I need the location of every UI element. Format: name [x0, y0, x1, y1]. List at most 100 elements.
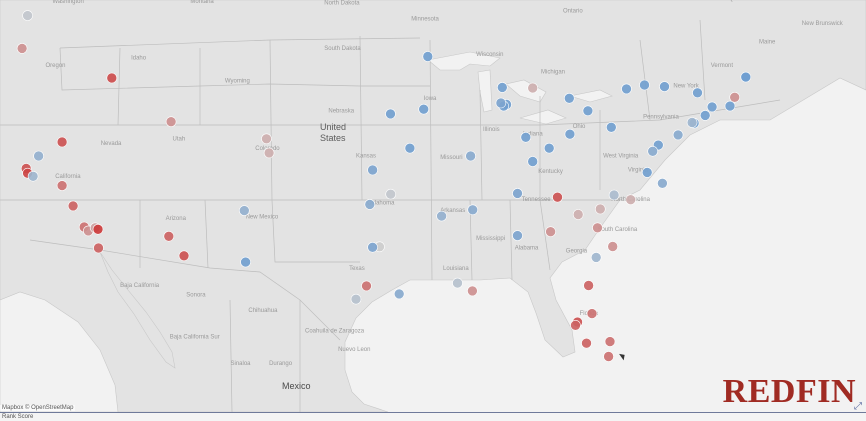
city-marker[interactable]: [56, 136, 68, 148]
city-marker[interactable]: [625, 194, 637, 205]
city-marker[interactable]: [106, 72, 118, 84]
state-label: Wisconsin: [476, 52, 503, 58]
city-marker[interactable]: [22, 10, 33, 21]
city-marker[interactable]: [582, 105, 594, 117]
city-marker[interactable]: [621, 83, 632, 95]
city-marker[interactable]: [33, 150, 44, 162]
city-marker[interactable]: [545, 226, 556, 237]
city-marker[interactable]: [467, 285, 478, 297]
city-marker[interactable]: [93, 242, 104, 254]
city-marker[interactable]: [436, 210, 447, 222]
state-borders: [0, 19, 781, 413]
city-marker[interactable]: [706, 101, 718, 113]
city-marker[interactable]: [603, 351, 614, 362]
city-marker[interactable]: [572, 209, 584, 220]
city-marker[interactable]: [647, 146, 659, 157]
state-label: Nuevo Leon: [338, 347, 370, 353]
city-marker[interactable]: [467, 204, 479, 216]
city-marker[interactable]: [67, 200, 79, 212]
city-marker[interactable]: [607, 241, 619, 252]
expand-icon[interactable]: ⤢: [854, 401, 862, 412]
city-marker[interactable]: [692, 87, 703, 99]
city-marker[interactable]: [418, 103, 430, 115]
city-marker[interactable]: [729, 92, 741, 103]
baja-peninsula: [99, 251, 176, 369]
city-marker[interactable]: [263, 147, 275, 159]
state-label: Iowa: [424, 96, 437, 102]
city-marker[interactable]: [16, 43, 28, 54]
city-marker[interactable]: [495, 97, 507, 109]
city-marker[interactable]: [163, 231, 175, 242]
state-label: Illinois: [483, 127, 500, 133]
city-marker[interactable]: [512, 230, 523, 241]
state-label: Maine: [759, 40, 776, 46]
map-attribution[interactable]: Mapbox © OpenStreetMap: [0, 405, 76, 411]
city-marker[interactable]: [740, 71, 752, 83]
state-label: Minnesota: [411, 16, 439, 22]
state-label: Arizona: [166, 216, 187, 222]
city-marker[interactable]: [239, 205, 250, 216]
city-marker[interactable]: [586, 308, 598, 319]
city-marker[interactable]: [604, 336, 616, 347]
city-marker[interactable]: [496, 82, 508, 93]
city-marker[interactable]: [452, 277, 463, 289]
city-marker[interactable]: [527, 82, 539, 94]
city-marker[interactable]: [608, 189, 620, 201]
city-marker[interactable]: [724, 100, 736, 112]
city-marker[interactable]: [594, 203, 606, 215]
city-marker[interactable]: [512, 188, 523, 199]
state-label: Kansas: [356, 154, 376, 160]
city-marker[interactable]: [261, 133, 272, 145]
city-marker[interactable]: [520, 132, 532, 143]
city-marker[interactable]: [543, 142, 555, 154]
state-label: Missouri: [440, 155, 462, 161]
city-marker[interactable]: [27, 171, 39, 182]
city-marker[interactable]: [367, 242, 378, 253]
city-marker[interactable]: [659, 81, 670, 92]
state-label: Montana: [190, 0, 214, 5]
city-marker[interactable]: [672, 129, 684, 141]
city-marker[interactable]: [581, 337, 592, 349]
status-bar: Rank Score: [0, 412, 866, 421]
city-marker[interactable]: [178, 250, 190, 262]
city-marker[interactable]: [639, 79, 650, 91]
city-marker[interactable]: [92, 224, 104, 235]
city-marker[interactable]: [564, 128, 576, 140]
city-marker[interactable]: [404, 142, 416, 154]
city-marker[interactable]: [592, 222, 603, 234]
city-marker[interactable]: [465, 150, 476, 162]
city-marker[interactable]: [364, 199, 376, 210]
city-marker[interactable]: [657, 178, 668, 189]
state-label: West Virginia: [603, 154, 639, 160]
city-marker[interactable]: [385, 108, 396, 120]
state-label: Chihuahua: [248, 308, 278, 314]
state-label: Pennsylvania: [643, 115, 679, 121]
state-label: Georgia: [566, 249, 588, 255]
city-marker[interactable]: [563, 93, 575, 104]
city-marker[interactable]: [641, 167, 653, 178]
city-marker[interactable]: [552, 191, 563, 203]
city-marker[interactable]: [422, 51, 434, 62]
state-label: Washington: [52, 0, 83, 5]
state-label: Baja California Sur: [170, 335, 220, 341]
city-marker[interactable]: [570, 319, 581, 331]
state-label: Michigan: [541, 69, 565, 75]
city-marker[interactable]: [699, 110, 711, 121]
city-marker[interactable]: [605, 122, 617, 133]
city-marker[interactable]: [590, 252, 602, 263]
city-marker[interactable]: [385, 188, 397, 200]
city-marker[interactable]: [165, 116, 177, 127]
city-marker[interactable]: [361, 280, 372, 292]
city-marker[interactable]: [393, 288, 405, 300]
state-label: Idaho: [131, 55, 147, 61]
state-label: Baja California: [120, 283, 160, 289]
city-marker[interactable]: [367, 164, 378, 176]
city-marker[interactable]: [583, 280, 594, 291]
city-marker[interactable]: [240, 256, 251, 268]
city-marker[interactable]: [56, 180, 68, 191]
city-marker[interactable]: [350, 293, 362, 305]
city-marker[interactable]: [686, 117, 698, 128]
city-marker[interactable]: [527, 156, 539, 167]
